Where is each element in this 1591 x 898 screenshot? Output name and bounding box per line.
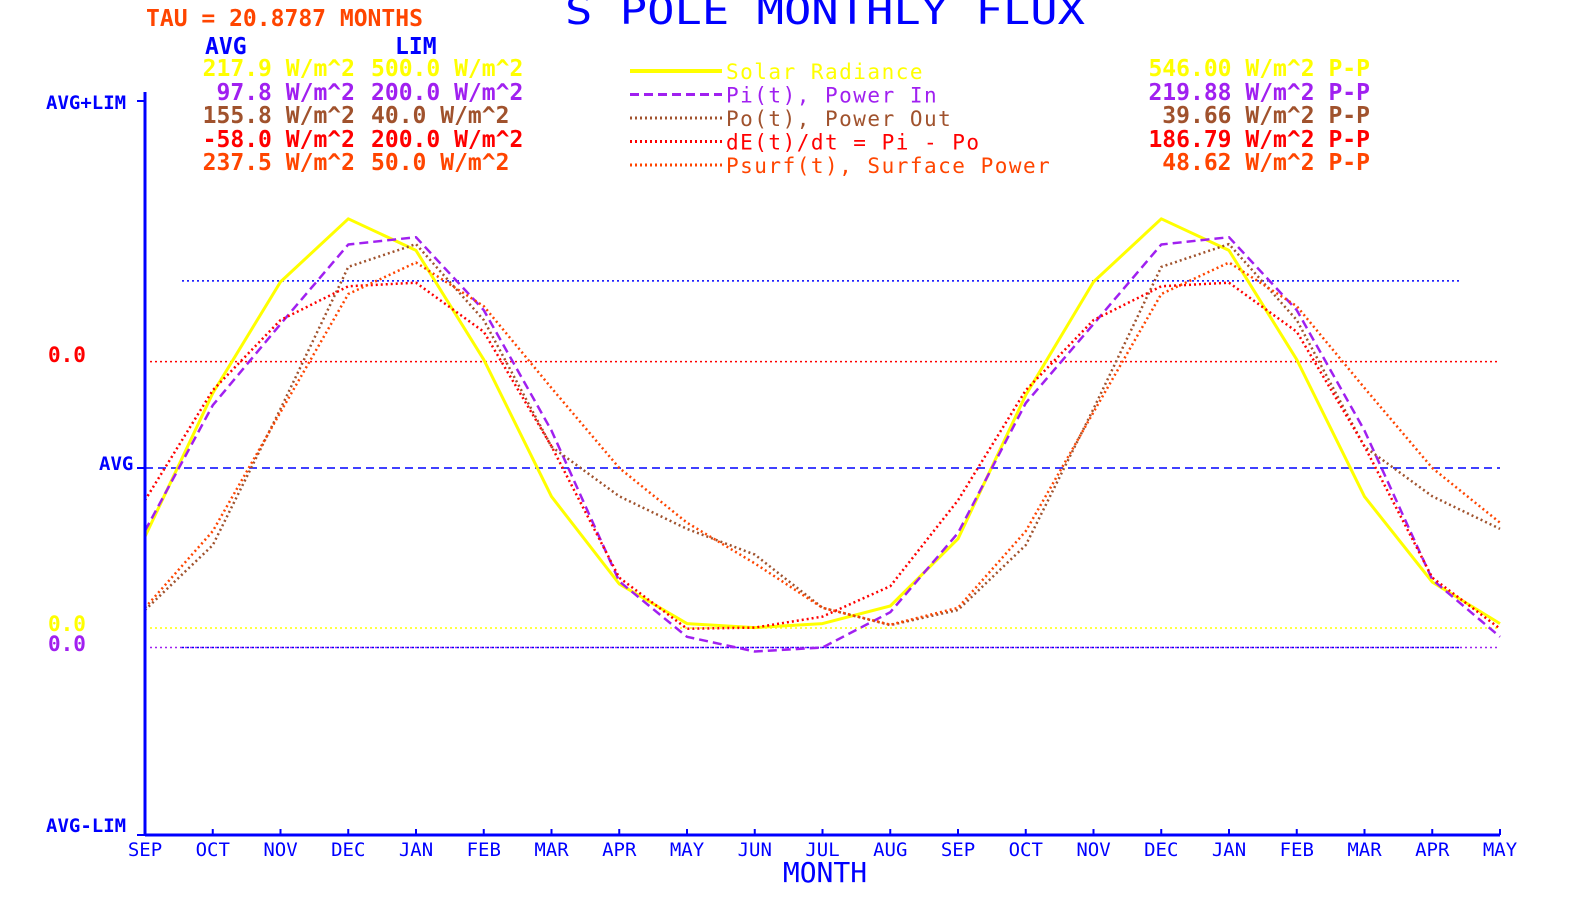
zero-label-red: 0.0	[48, 343, 86, 367]
x-axis-label: MONTH	[783, 856, 867, 889]
x-tick-label: AUG	[873, 839, 907, 861]
series-line	[143, 281, 1501, 630]
stat-lim: 200.0 W/m^2	[371, 126, 524, 153]
zero-label-purple: 0.0	[48, 632, 86, 656]
series-line	[144, 261, 1501, 626]
stat-lim: 50.0 W/m^2	[371, 150, 510, 176]
x-tick-label: OCT	[1009, 839, 1043, 861]
stat-pp: 186.79 W/m^2 P-P	[1148, 126, 1370, 153]
x-tick-label: NOV	[1076, 839, 1110, 861]
x-tick-label: DEC	[331, 839, 365, 861]
tau-label: TAU = 20.8787 MONTHS	[146, 6, 423, 32]
x-tick-label: FEB	[1280, 839, 1314, 861]
x-tick-label: MAR	[1347, 839, 1382, 861]
stat-lim: 500.0 W/m^2	[371, 56, 524, 82]
series-line	[143, 235, 1501, 653]
series-lines	[143, 217, 1501, 653]
x-tick-label: JUN	[738, 839, 772, 861]
legend-entry: Po(t), Power Out	[726, 107, 952, 131]
x-tick-label: OCT	[196, 839, 230, 861]
x-tick-label: APR	[602, 839, 637, 861]
stat-avg: -58.0 W/m^2	[202, 126, 355, 153]
legend-entry: dE(t)/dt = Pi - Po	[726, 131, 981, 155]
x-tick-label: DEC	[1144, 839, 1178, 861]
stat-pp: 219.88 W/m^2 P-P	[1148, 79, 1370, 106]
x-tick-label: MAR	[534, 839, 569, 861]
avg-column-header: AVG	[205, 34, 247, 60]
stat-avg: 237.5 W/m^2	[202, 150, 355, 176]
x-tick-label: JUL	[805, 839, 839, 861]
stat-pp: 39.66 W/m^2 P-P	[1162, 103, 1370, 129]
stat-lim: 200.0 W/m^2	[371, 79, 524, 106]
stat-pp: 546.00 W/m^2 P-P	[1148, 56, 1370, 82]
x-tick-label: JAN	[399, 839, 433, 861]
chart-title: S POLE MONTHLY FLUX	[565, 0, 1085, 33]
x-tick-label: SEP	[941, 839, 975, 861]
lim-column-header: LIM	[395, 34, 437, 60]
y-label-top: AVG+LIM	[46, 92, 127, 114]
axes: SEP OCT NOV DEC JAN FEB MAR APR MAY JUN JUL AUG SEP O…	[128, 92, 1518, 861]
x-tick-label: JAN	[1212, 839, 1246, 861]
series-line	[143, 217, 1501, 630]
stat-avg: 97.8 W/m^2	[216, 79, 355, 106]
stat-avg: 155.8 W/m^2	[202, 103, 355, 129]
legend-entry: Pi(t), Power In	[726, 84, 938, 108]
y-label-avg: AVG	[99, 453, 134, 475]
stat-lim: 40.0 W/m^2	[371, 103, 510, 129]
x-tick-label: FEB	[467, 839, 501, 861]
x-tick-label: SEP	[128, 839, 162, 861]
series-line	[144, 242, 1501, 627]
x-tick-label: APR	[1415, 839, 1450, 861]
stat-pp: 48.62 W/m^2 P-P	[1162, 150, 1370, 176]
y-label-bottom: AVG-LIM	[46, 815, 127, 837]
zero-label-yellow: 0.0	[48, 612, 86, 636]
legend-entry: Solar Radiance	[726, 60, 924, 84]
x-tick-label: MAY	[1483, 839, 1518, 861]
legend-entry: Psurf(t), Surface Power	[726, 154, 1051, 178]
reference-lines	[145, 280, 1500, 649]
x-tick-label: NOV	[263, 839, 297, 861]
x-tick-label: MAY	[670, 839, 705, 861]
stat-avg: 217.9 W/m^2	[202, 56, 355, 82]
